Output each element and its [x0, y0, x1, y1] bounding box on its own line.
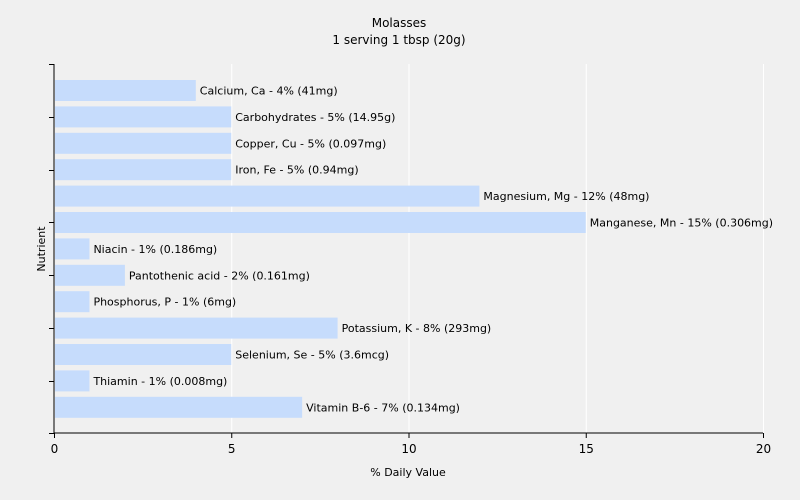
grid-lines: [231, 64, 764, 433]
chart-title: Molasses: [372, 16, 427, 30]
bar-data-label: Vitamin B-6 - 7% (0.134mg): [306, 401, 460, 414]
x-axis-ticks: 0 5 10 15 20: [51, 433, 771, 456]
bar: [55, 212, 586, 233]
bar: [55, 238, 90, 260]
bar: [55, 396, 303, 418]
bar: [55, 317, 338, 339]
bar-data-label: Carbohydrates - 5% (14.95g): [235, 111, 395, 124]
bar-data-label: Magnesium, Mg - 12% (48mg): [483, 190, 649, 203]
bar: [55, 344, 232, 365]
x-tick-label: 15: [579, 442, 594, 456]
x-tick-label: 0: [51, 442, 59, 456]
bar: [55, 291, 90, 313]
bars: [55, 80, 586, 418]
bar-data-label: Copper, Cu - 5% (0.097mg): [235, 137, 386, 150]
bar-data-label: Selenium, Se - 5% (3.6mcg): [235, 349, 389, 362]
bar: [55, 159, 232, 181]
bar: [55, 80, 196, 101]
bar: [55, 370, 90, 392]
x-tick-label: 20: [756, 442, 771, 456]
bar-data-label: Niacin - 1% (0.186mg): [93, 243, 217, 256]
bar: [55, 264, 125, 286]
bar-data-label: Calcium, Ca - 4% (41mg): [200, 85, 338, 98]
y-axis-ticks: [49, 64, 54, 434]
chart-subtitle: 1 serving 1 tbsp (20g): [332, 33, 465, 47]
bar-data-label: Pantothenic acid - 2% (0.161mg): [129, 269, 310, 282]
bar: [55, 185, 480, 207]
x-axis-title: % Daily Value: [370, 466, 446, 479]
x-tick-label: 5: [228, 442, 236, 456]
bar-data-label: Manganese, Mn - 15% (0.306mg): [590, 217, 773, 230]
bar: [55, 132, 232, 154]
bar-data-label: Potassium, K - 8% (293mg): [342, 322, 492, 335]
bar: [55, 106, 232, 128]
bar-data-label: Phosphorus, P - 1% (6mg): [93, 296, 236, 309]
x-tick-label: 10: [401, 442, 416, 456]
bar-labels: Calcium, Ca - 4% (41mg) Carbohydrates - 5…: [92, 85, 773, 415]
bar-data-label: Thiamin - 1% (0.008mg): [92, 375, 227, 388]
bar-data-label: Iron, Fe - 5% (0.94mg): [235, 164, 358, 177]
y-axis-title: Nutrient: [35, 226, 48, 272]
